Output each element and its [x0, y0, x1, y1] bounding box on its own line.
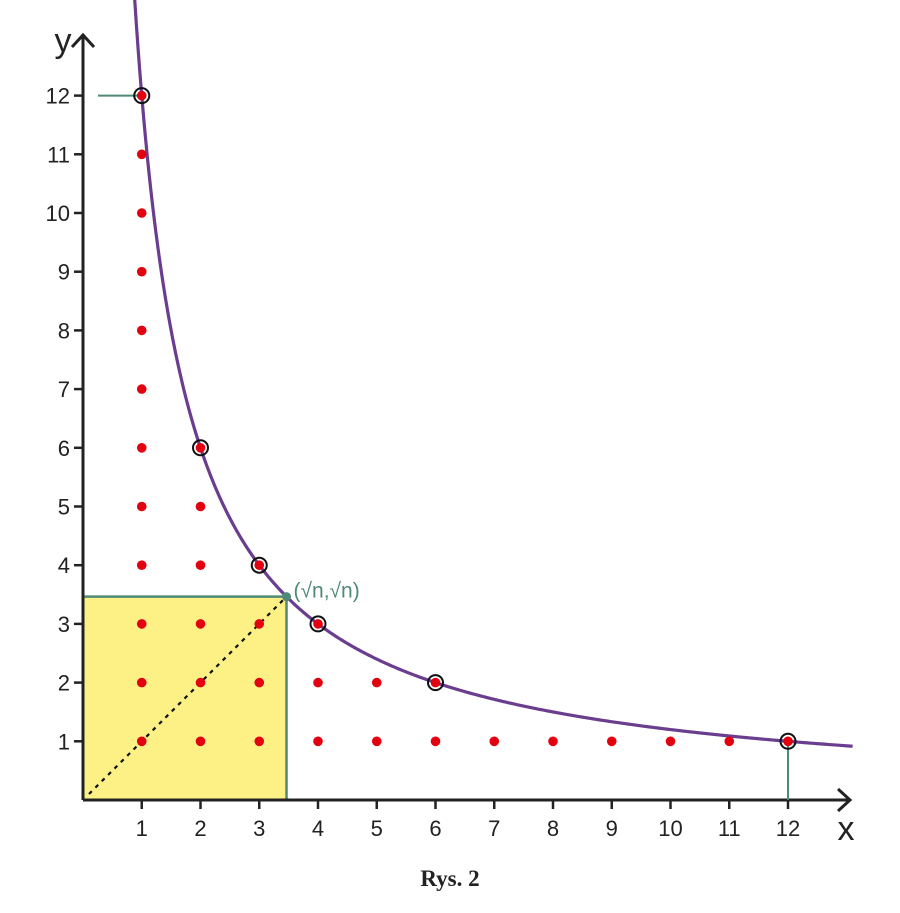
lattice-point — [136, 560, 147, 570]
divisor-point-ring — [779, 732, 797, 750]
sqrt-point-label: (√n,√n) — [294, 580, 360, 603]
lattice-point — [313, 677, 323, 688]
x-tick-label: 9 — [606, 816, 618, 841]
lattice-point — [254, 619, 265, 629]
lattice-point — [430, 677, 441, 688]
divisor-point-ring — [309, 615, 327, 633]
y-axis-arrow — [70, 32, 96, 49]
x-tick-label: 6 — [429, 816, 441, 841]
lattice-point — [254, 677, 265, 688]
lattice-point — [136, 266, 147, 277]
lattice-point — [195, 560, 206, 570]
y-tick-label: 6 — [58, 436, 70, 461]
x-axis-label: x — [838, 810, 855, 848]
x-tick-label: 10 — [658, 816, 682, 841]
lattice-point — [371, 677, 382, 688]
points-layer — [133, 87, 797, 750]
lattice-point — [195, 619, 206, 629]
sqrt-point-marker — [282, 592, 292, 602]
divisor-point-ring — [250, 556, 268, 574]
y-tick-label: 4 — [58, 553, 70, 578]
lattice-point — [195, 736, 206, 747]
lattice-point — [313, 619, 323, 629]
x-tick-label: 4 — [312, 816, 324, 841]
lattice-point — [136, 325, 147, 336]
y-tick-label: 12 — [46, 84, 70, 109]
y-tick-label: 8 — [58, 318, 70, 343]
divisor-point-ring — [427, 674, 444, 692]
lattice-point — [136, 90, 147, 101]
lattice-point — [665, 736, 676, 747]
lattice-point — [136, 736, 147, 747]
lattice-point — [489, 736, 500, 747]
lattice-point — [195, 501, 206, 512]
y-tick-label: 1 — [58, 729, 70, 754]
figure-caption: Rys. 2 — [420, 866, 480, 891]
lattice-point — [430, 736, 441, 747]
lattice-point — [136, 501, 147, 512]
y-tick-label: 3 — [58, 612, 70, 637]
lattice-point — [136, 619, 147, 629]
lattice-point — [136, 149, 147, 160]
annotation-layer: (√n,√n) — [282, 580, 360, 603]
lattice-point — [136, 677, 147, 688]
x-tick-label: 5 — [371, 816, 383, 841]
x-tick-label: 2 — [194, 816, 206, 841]
y-tick-label: 9 — [58, 260, 70, 285]
x-axis-arrow — [836, 787, 853, 813]
y-tick-label: 5 — [58, 495, 70, 520]
x-tick-label: 8 — [547, 816, 559, 841]
x-tick-label: 12 — [776, 816, 800, 841]
lattice-point — [313, 736, 323, 747]
lattice-point — [136, 443, 147, 453]
lattice-point — [195, 443, 206, 453]
lattice-point — [136, 208, 147, 218]
axes-layer: x y — [55, 22, 855, 848]
lattice-point — [606, 736, 617, 747]
y-axis-label: y — [55, 22, 72, 60]
lattice-point — [254, 736, 265, 747]
lattice-point — [136, 384, 147, 394]
divisor-point-ring — [133, 87, 151, 105]
x-tick-label: 1 — [136, 816, 148, 841]
y-tick-label: 10 — [46, 201, 70, 226]
lattice-point — [195, 677, 206, 688]
x-tick-label: 7 — [488, 816, 500, 841]
lattice-point — [254, 560, 265, 570]
lattice-point — [548, 736, 558, 747]
lattice-point — [724, 736, 735, 747]
divisor-point-ring — [192, 439, 209, 457]
y-tick-label: 2 — [58, 671, 70, 696]
y-tick-label: 7 — [58, 377, 70, 402]
x-tick-label: 3 — [253, 816, 265, 841]
y-tick-label: 11 — [47, 142, 70, 167]
lattice-point — [371, 736, 382, 747]
lattice-point — [783, 736, 793, 747]
diagonal-line — [88, 595, 288, 795]
x-tick-label: 11 — [718, 816, 741, 841]
